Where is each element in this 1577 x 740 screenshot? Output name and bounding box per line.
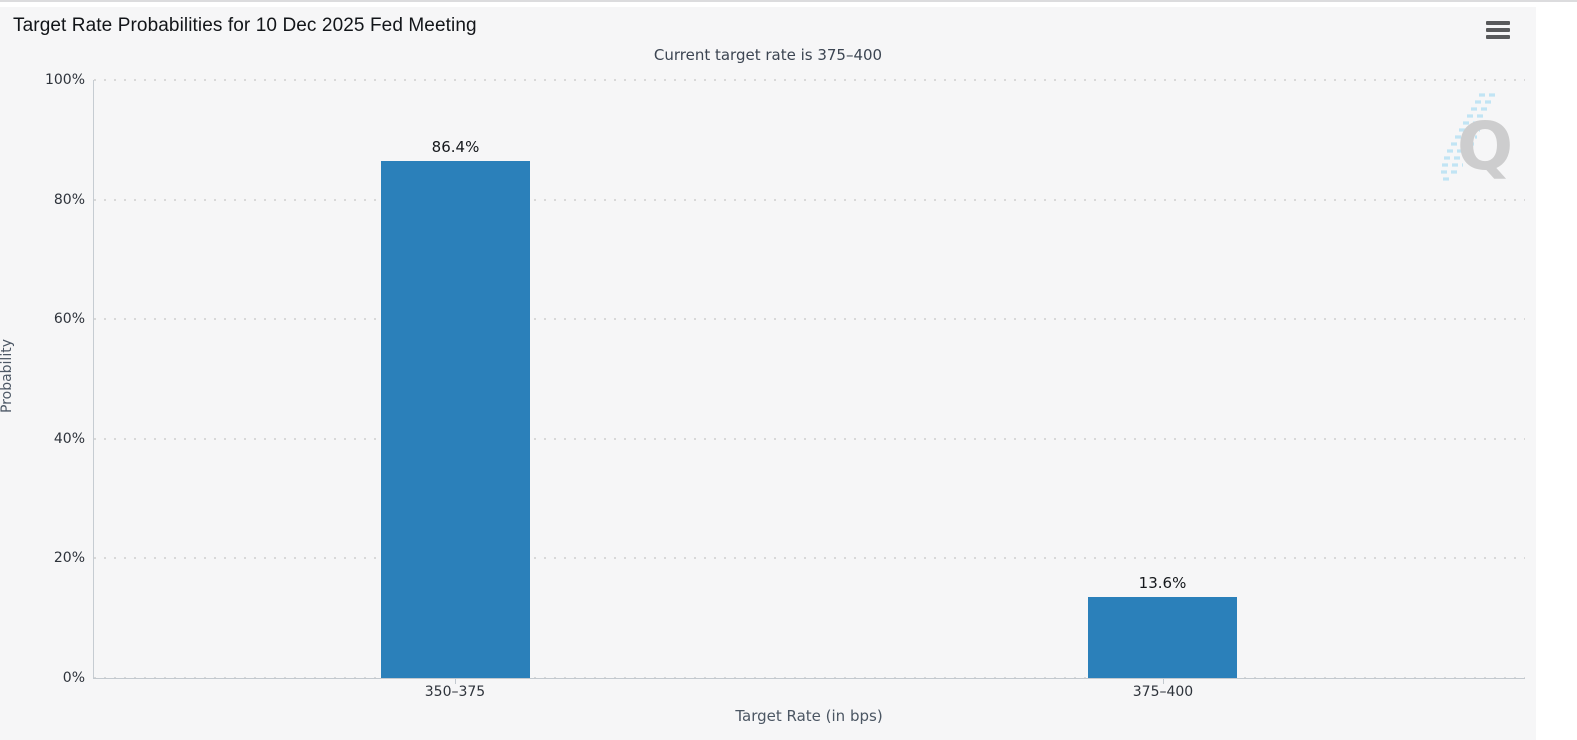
gridline-80 [94,198,1525,201]
gridline-100 [94,79,1525,81]
bar-375-400[interactable]: 13.6% [1088,574,1237,678]
gridline-20 [94,557,1525,560]
y-tick-label: 60% [53,311,85,327]
chart-title: Target Rate Probabilities for 10 Dec 202… [13,15,477,36]
y-tick-label: 100% [44,72,85,88]
chart-card: Target Rate Probabilities for 10 Dec 202… [0,7,1536,740]
bar-data-label: 86.4% [431,138,480,157]
bar-data-label: 13.6% [1138,573,1187,592]
y-tick-label: 0% [62,670,85,686]
gridline-60 [94,318,1525,321]
gridline-40 [94,437,1525,440]
y-tick-label: 20% [53,550,85,566]
chart-subtitle: Current target rate is 375–400 [653,46,883,64]
page-top-divider [0,0,1577,2]
x-axis-line [93,678,1525,679]
x-axis-tick [455,678,456,684]
x-axis-title: Target Rate (in bps) [735,707,883,725]
watermark-letter: Q [1457,108,1513,185]
y-tick-label: 40% [53,431,85,447]
plot-area: 86.4% 13.6% [93,79,1525,684]
x-tick-label: 350–375 [424,684,486,700]
hamburger-icon [1486,21,1510,39]
bar-350-375[interactable]: 86.4% [381,138,530,678]
chart-context-menu-button[interactable] [1482,16,1514,44]
y-axis-line [93,80,94,678]
x-tick-label: 375–400 [1132,684,1194,700]
watermark-q-logo: Q [1441,93,1513,185]
x-axis-tick [1163,678,1164,684]
y-axis-title: Probability [0,339,15,414]
y-tick-label: 80% [53,192,85,208]
